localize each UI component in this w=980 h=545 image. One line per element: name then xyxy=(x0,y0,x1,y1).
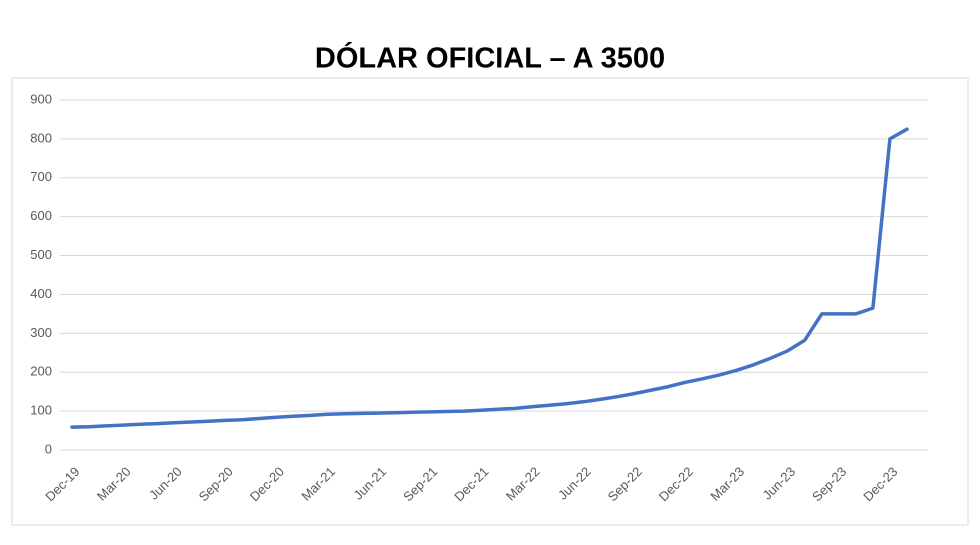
x-tick-label: Dec-21 xyxy=(451,464,491,504)
y-tick-label: 400 xyxy=(30,286,52,301)
y-tick-label: 0 xyxy=(45,441,52,456)
y-tick-label: 200 xyxy=(30,364,52,379)
x-tick-label: Mar-22 xyxy=(503,464,543,504)
x-tick-label: Dec-20 xyxy=(247,464,287,504)
x-tick-label: Jun-20 xyxy=(146,464,185,503)
data-line xyxy=(70,127,909,429)
y-tick-label: 900 xyxy=(30,91,52,106)
x-tick-label: Sep-23 xyxy=(809,464,849,504)
x-tick-label: Jun-22 xyxy=(555,464,594,503)
x-tick-label: Jun-23 xyxy=(760,464,799,503)
y-tick-label: 700 xyxy=(30,169,52,184)
y-tick-label: 500 xyxy=(30,247,52,262)
y-tick-label: 300 xyxy=(30,325,52,340)
x-tick-label: Dec-23 xyxy=(860,464,900,504)
x-tick-label: Jun-21 xyxy=(351,464,390,503)
x-tick-label: Dec-22 xyxy=(656,464,696,504)
x-tick-label: Sep-22 xyxy=(605,464,645,504)
x-tick-label: Mar-20 xyxy=(94,464,134,504)
x-tick-label: Mar-23 xyxy=(707,464,747,504)
x-tick-label: Sep-20 xyxy=(196,464,236,504)
x-tick-label: Dec-19 xyxy=(42,464,82,504)
x-tick-label: Sep-21 xyxy=(400,464,440,504)
x-tick-label: Mar-21 xyxy=(298,464,338,504)
chart-title: DÓLAR OFICIAL – A 3500 xyxy=(315,41,665,75)
y-tick-label: 800 xyxy=(30,130,52,145)
chart-border xyxy=(11,77,969,526)
y-tick-label: 100 xyxy=(30,403,52,418)
y-tick-label: 600 xyxy=(30,208,52,223)
